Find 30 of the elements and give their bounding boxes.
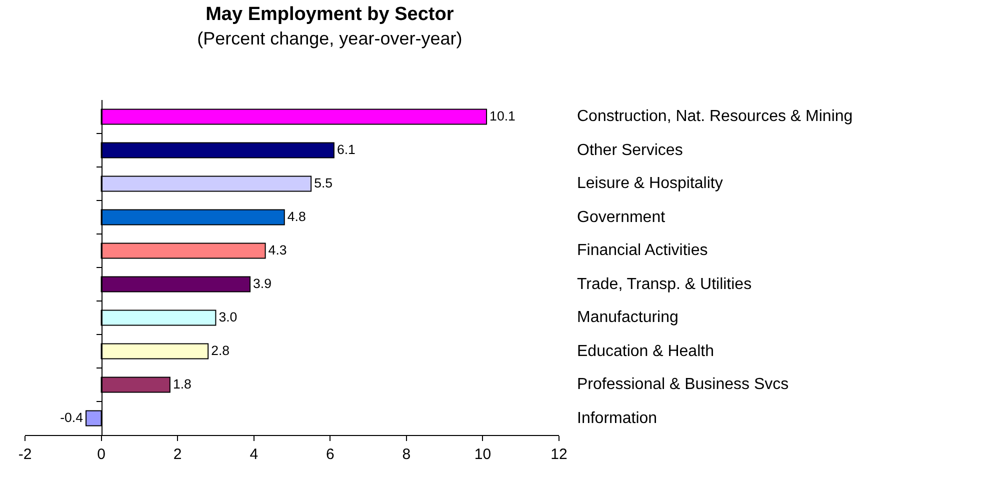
y-tick-label: Other Services [577, 142, 683, 159]
y-tick-label: Financial Activities [577, 242, 708, 259]
data-label: 4.8 [287, 209, 306, 224]
data-label: 3.9 [253, 276, 272, 292]
data-label: 10.1 [490, 108, 516, 124]
x-tick-label: 0 [97, 446, 106, 463]
data-label: 3.0 [218, 310, 238, 325]
x-tick-label: 8 [402, 446, 411, 463]
chart-subtitle: (Percent change, year-over-year) [197, 28, 462, 48]
data-label: -0.4 [60, 410, 84, 426]
y-tick-label: Information [577, 410, 658, 427]
x-tick-label: 6 [326, 446, 334, 463]
data-label: 4.3 [268, 242, 287, 258]
x-tick-label: 2 [173, 446, 182, 463]
y-tick-label: Trade, Transp. & Utilities [577, 276, 752, 293]
x-tick-label: -2 [18, 446, 32, 463]
chart-title: May Employment by Sector [206, 4, 454, 25]
y-tick-label: Manufacturing [577, 309, 678, 326]
y-tick-label: Government [577, 209, 666, 226]
x-tick-label: 12 [550, 446, 568, 463]
data-label: 1.8 [172, 376, 192, 392]
y-tick-label: Construction, Nat. Resources & Mining [577, 108, 853, 125]
data-label: 5.5 [314, 176, 333, 191]
y-tick-label: Education & Health [577, 343, 714, 360]
x-tick-label: 10 [474, 446, 492, 463]
data-label: 6.1 [336, 142, 356, 158]
y-tick-label: Professional & Business Svcs [577, 376, 789, 393]
y-tick-label: Leisure & Hospitality [577, 175, 723, 192]
x-tick-label: 4 [250, 446, 258, 463]
data-label: 2.8 [211, 343, 230, 358]
